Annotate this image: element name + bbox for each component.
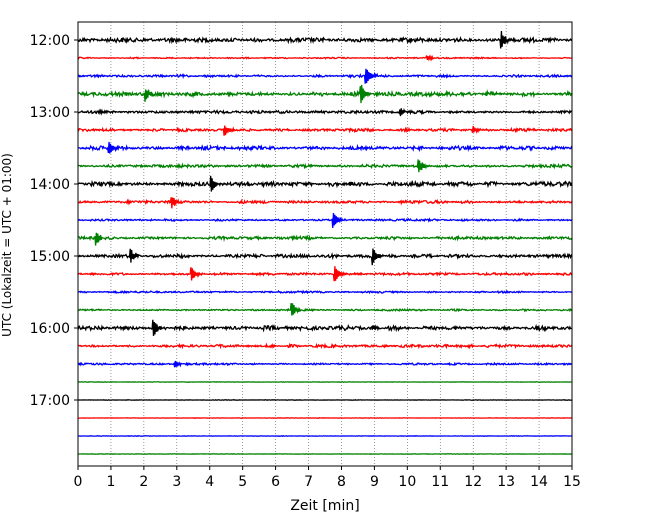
- x-axis-title: Zeit [min]: [290, 498, 359, 514]
- y-tick-label: 13:00: [30, 105, 70, 121]
- x-tick-label: 12: [464, 474, 482, 490]
- y-tick-label: 16:00: [30, 321, 70, 337]
- x-tick-label: 1: [106, 474, 115, 490]
- x-tick-label: 13: [497, 474, 515, 490]
- x-tick-label: 14: [530, 474, 548, 490]
- x-tick-label: 11: [431, 474, 449, 490]
- y-tick-label: 17:00: [30, 393, 70, 409]
- y-tick-label: 15:00: [30, 249, 70, 265]
- x-tick-label: 6: [271, 474, 280, 490]
- x-tick-label: 8: [337, 474, 346, 490]
- y-tick-label: 12:00: [30, 33, 70, 49]
- y-tick-label: 14:00: [30, 177, 70, 193]
- x-tick-label: 10: [398, 474, 416, 490]
- x-tick-label: 0: [74, 474, 83, 490]
- x-tick-label: 2: [139, 474, 148, 490]
- x-tick-label: 15: [563, 474, 581, 490]
- x-tick-label: 9: [370, 474, 379, 490]
- y-axis-title: UTC (Lokalzeit = UTC + 01:00): [0, 153, 14, 337]
- x-tick-label: 7: [304, 474, 313, 490]
- x-tick-label: 5: [238, 474, 247, 490]
- x-tick-label: 4: [205, 474, 214, 490]
- x-tick-label: 3: [172, 474, 181, 490]
